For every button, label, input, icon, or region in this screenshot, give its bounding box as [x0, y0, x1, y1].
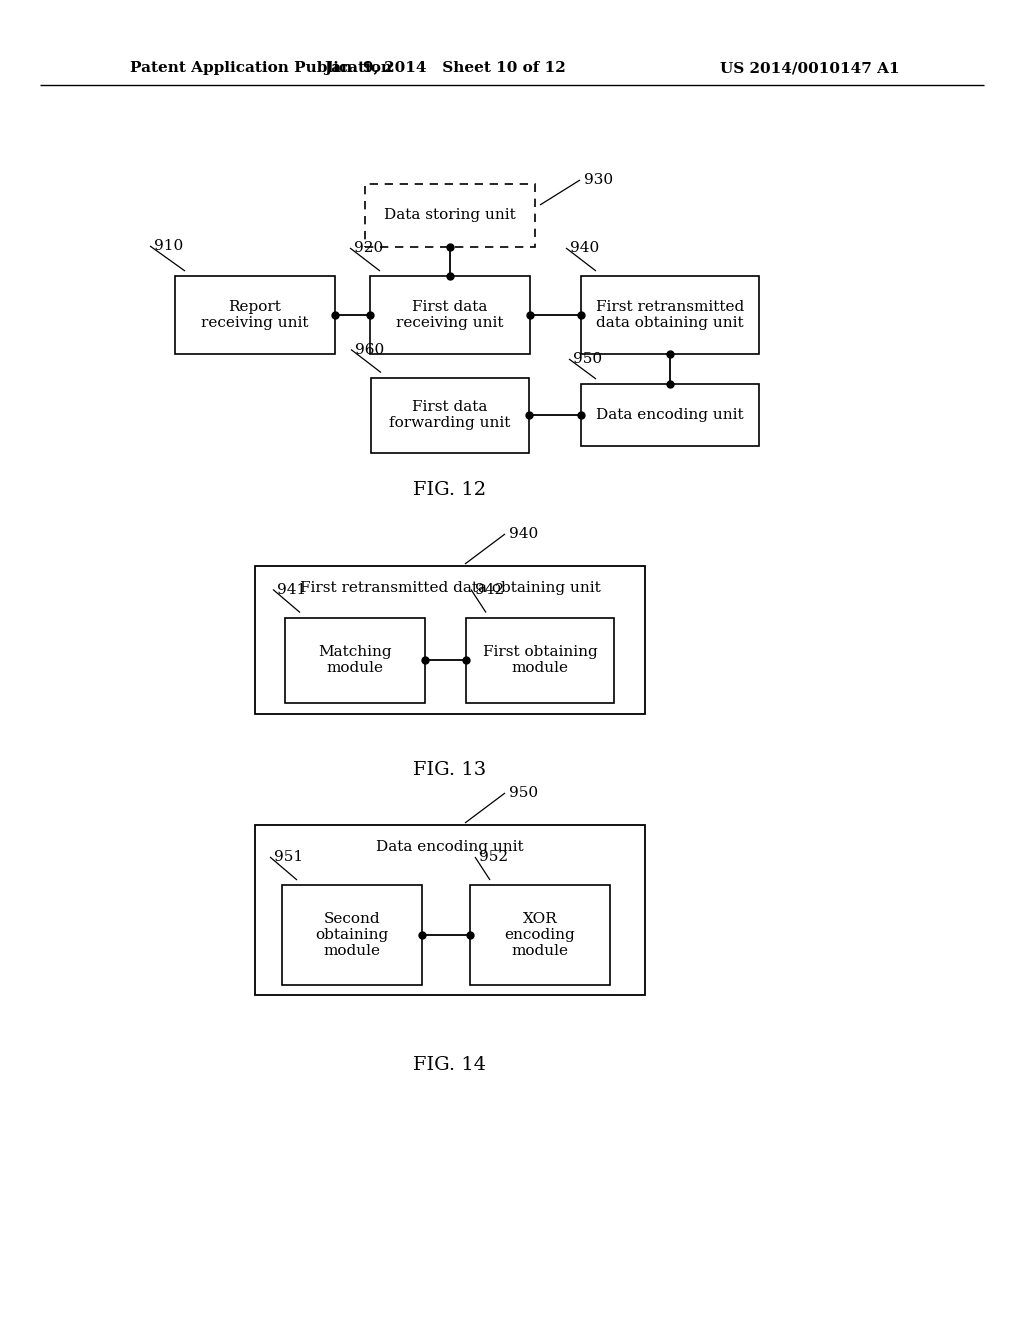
Bar [282, 884, 422, 985]
Bar [285, 618, 425, 702]
Text: 940: 940 [509, 527, 539, 541]
Text: 951: 951 [274, 850, 303, 865]
Text: First obtaining
module: First obtaining module [482, 645, 597, 675]
Text: Patent Application Publication: Patent Application Publication [130, 61, 392, 75]
Text: 920: 920 [354, 242, 383, 255]
Text: 941: 941 [278, 582, 306, 597]
Bar [365, 183, 535, 247]
Text: Jan. 9, 2014   Sheet 10 of 12: Jan. 9, 2014 Sheet 10 of 12 [325, 61, 566, 75]
Bar [255, 825, 645, 995]
Text: Data encoding unit: Data encoding unit [596, 408, 743, 422]
Text: FIG. 14: FIG. 14 [414, 1056, 486, 1074]
Text: 960: 960 [355, 342, 384, 356]
Text: Report
receiving unit: Report receiving unit [202, 300, 309, 330]
Bar [470, 884, 610, 985]
Text: US 2014/0010147 A1: US 2014/0010147 A1 [720, 61, 900, 75]
Text: Data encoding unit: Data encoding unit [376, 840, 524, 854]
Text: First data
forwarding unit: First data forwarding unit [389, 400, 511, 430]
Bar [371, 378, 529, 453]
Text: 910: 910 [154, 239, 183, 253]
Bar [466, 618, 614, 702]
Text: FIG. 12: FIG. 12 [414, 480, 486, 499]
Bar [581, 384, 759, 446]
Text: First data
receiving unit: First data receiving unit [396, 300, 504, 330]
Text: 940: 940 [570, 242, 599, 255]
Bar [255, 566, 645, 714]
Text: 942: 942 [475, 582, 504, 597]
Bar [370, 276, 530, 354]
Text: First retransmitted data obtaining unit: First retransmitted data obtaining unit [300, 581, 600, 595]
Bar [581, 276, 759, 354]
Text: Matching
module: Matching module [318, 645, 392, 675]
Text: First retransmitted
data obtaining unit: First retransmitted data obtaining unit [596, 300, 744, 330]
Text: XOR
encoding
module: XOR encoding module [505, 912, 575, 958]
Text: FIG. 13: FIG. 13 [414, 762, 486, 779]
Text: 950: 950 [509, 785, 539, 800]
Text: Data storing unit: Data storing unit [384, 209, 516, 222]
Text: 950: 950 [573, 352, 602, 366]
Text: 952: 952 [479, 850, 508, 865]
Text: Second
obtaining
module: Second obtaining module [315, 912, 389, 958]
Bar [175, 276, 335, 354]
Text: 930: 930 [584, 173, 613, 187]
